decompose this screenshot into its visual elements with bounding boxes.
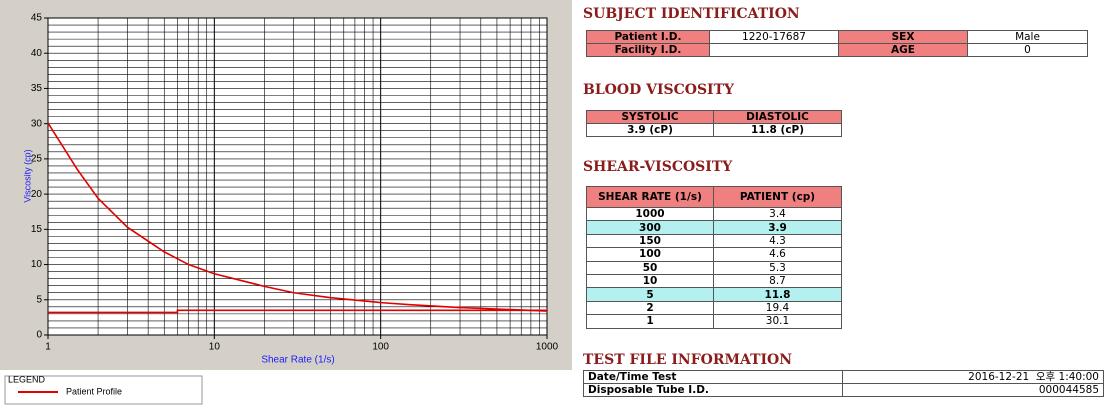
x-tick-label: 1000: [536, 342, 559, 353]
section-title: SHEAR-VISCOSITY: [583, 159, 733, 175]
table-row: 100 4.6: [586, 247, 842, 262]
cell: 5: [586, 287, 714, 302]
section-title: SUBJECT IDENTIFICATION: [583, 6, 800, 22]
y-tick-label: 0: [36, 330, 42, 341]
cell: SEX: [838, 30, 968, 44]
cell: 1: [586, 314, 714, 329]
cell: AGE: [838, 43, 968, 57]
cell: SYSTOLIC: [586, 110, 714, 124]
cell: Date/Time Test: [583, 370, 843, 384]
cell: Disposable Tube I.D.: [583, 383, 843, 397]
cell: 3.9: [713, 220, 842, 235]
table-row: 2 19.4: [586, 300, 842, 316]
legend-title: LEGEND: [8, 374, 46, 384]
table-row: 1000 3.4: [586, 206, 842, 222]
x-tick-label: 10: [209, 342, 221, 353]
x-tick-label: 1: [45, 342, 51, 353]
y-tick-label: 10: [31, 259, 43, 270]
series-line: [48, 309, 547, 314]
cell: 100: [586, 247, 714, 262]
section-title: BLOOD VISCOSITY: [583, 82, 735, 98]
legend-box: [4, 375, 203, 405]
cell: 1000: [586, 206, 714, 222]
cell: PATIENT (cp): [713, 186, 842, 208]
cell: 000044585: [842, 383, 1104, 397]
y-tick-label: 45: [31, 13, 43, 24]
cell: 11.8 (cP): [713, 123, 842, 137]
cell: Facility I.D.: [586, 43, 710, 57]
x-axis-label: Shear Rate (1/s): [261, 355, 334, 366]
y-tick-label: 35: [31, 83, 43, 94]
cell: 50: [586, 260, 714, 275]
table-row: 5 11.8: [586, 287, 842, 302]
plot-area: [47, 17, 548, 336]
y-tick-label: 20: [31, 189, 43, 200]
cell: 11.8: [713, 287, 842, 302]
cell: 0: [967, 43, 1088, 57]
cell: 4.3: [713, 233, 842, 249]
cell: 5.3: [713, 260, 842, 275]
y-tick-label: 5: [36, 294, 42, 305]
table-row: 300 3.9: [586, 220, 842, 235]
cell: 4.6: [713, 247, 842, 262]
table-row: 50 5.3: [586, 260, 842, 275]
table-row: 150 4.3: [586, 233, 842, 249]
table-row: 1 30.1: [586, 314, 842, 329]
cell: 3.9 (cP): [586, 123, 714, 137]
cell: 2: [586, 300, 714, 316]
test-file-table: Date/Time Test 2016-12-21 오후 1:40:00 Disp…: [583, 370, 1104, 397]
y-tick-label: 15: [31, 224, 43, 235]
series-line: [47, 122, 548, 312]
section-title: TEST FILE INFORMATION: [583, 352, 793, 368]
y-axis-label: Viscosity (cp): [22, 149, 32, 202]
cell: 30.1: [713, 314, 842, 329]
cell: 1220-17687: [709, 30, 839, 44]
cell: 300: [586, 220, 714, 235]
cell: 3.4: [713, 206, 842, 222]
table-row: 10 8.7: [586, 273, 842, 289]
cell: Male: [967, 30, 1088, 44]
cell: [709, 43, 839, 57]
x-tick-label: 100: [372, 342, 389, 353]
cell: Patient I.D.: [586, 30, 710, 44]
chart: Shear Rate (1/s) Viscosity (cp) LEGEND 0…: [0, 0, 572, 405]
blood-table: SYSTOLIC DIASTOLIC 3.9 (cP) 11.8 (cP): [586, 110, 842, 137]
cell: 150: [586, 233, 714, 249]
cell: 10: [586, 273, 714, 289]
cell: DIASTOLIC: [713, 110, 842, 124]
subject-table: Patient I.D. 1220-17687 SEX Male Facility I…: [586, 30, 1088, 57]
y-tick-label: 40: [31, 48, 43, 59]
cell: 8.7: [713, 273, 842, 289]
legend-label: Patient Profile: [66, 386, 122, 396]
cell: 19.4: [713, 300, 842, 316]
cell: 2016-12-21 오후 1:40:00: [842, 370, 1104, 384]
shear-table: SHEAR RATE (1/s) PATIENT (cp) 1000 3.4 300 3…: [586, 186, 842, 329]
y-tick-label: 30: [31, 118, 43, 129]
y-tick-label: 25: [31, 154, 43, 165]
cell: SHEAR RATE (1/s): [586, 186, 714, 208]
